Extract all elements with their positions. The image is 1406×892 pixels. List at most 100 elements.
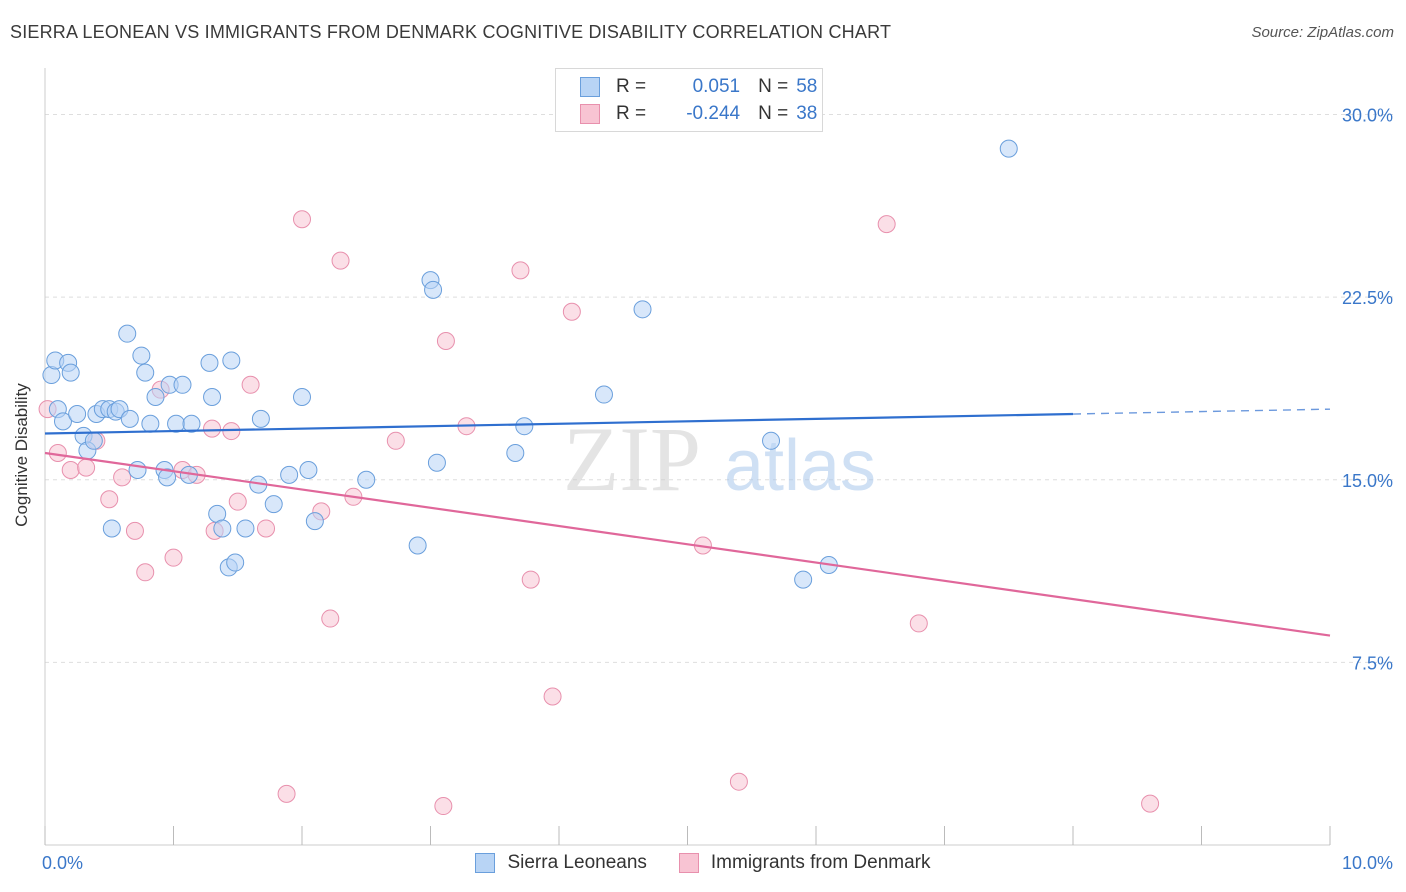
watermark-atlas: atlas [724, 426, 876, 506]
data-point-immigrants-from-denmark [386, 431, 405, 450]
data-point-sierra-leoneans [128, 461, 147, 480]
watermark-zip: ZIP [563, 408, 701, 510]
data-point-sierra-leoneans [173, 375, 192, 394]
data-point-immigrants-from-denmark [729, 772, 748, 791]
y-tick-label: 7.5% [1352, 653, 1393, 673]
legend-n-label: N = [758, 76, 789, 97]
y-axis-label: Cognitive Disability [12, 383, 31, 527]
legend-r-label: R = [616, 76, 647, 97]
data-point-immigrants-from-denmark [293, 210, 311, 229]
data-point-immigrants-from-denmark [277, 784, 296, 803]
series-immigrants-from-denmark [38, 210, 1160, 816]
data-point-sierra-leoneans [236, 519, 255, 538]
data-point-sierra-leoneans [222, 351, 241, 370]
data-point-sierra-leoneans [68, 405, 87, 424]
data-point-immigrants-from-denmark [434, 797, 453, 816]
legend-r-label: R = [616, 103, 647, 124]
data-point-sierra-leoneans [167, 414, 186, 433]
data-point-immigrants-from-denmark [1141, 794, 1160, 813]
data-point-sierra-leoneans [141, 414, 160, 433]
data-point-sierra-leoneans [506, 443, 525, 462]
trend-line-sierra-leoneans [44, 412, 1074, 435]
legend-swatch-blue [580, 77, 600, 97]
data-point-sierra-leoneans [762, 431, 781, 450]
trend-line-immigrants-from-denmark [44, 451, 1331, 637]
data-point-immigrants-from-denmark [321, 609, 340, 628]
data-point-sierra-leoneans [999, 139, 1018, 158]
tick-labels: 7.5% 15.0% 22.5% 30.0% 0.0% 10.0% [42, 106, 1393, 873]
data-point-immigrants-from-denmark [331, 251, 350, 270]
trend-extension-sierra-leoneans [1072, 408, 1331, 415]
data-point-sierra-leoneans [264, 495, 283, 514]
data-point-sierra-leoneans [408, 536, 427, 555]
data-point-sierra-leoneans [293, 387, 311, 406]
y-tick-label: 15.0% [1342, 471, 1393, 491]
legend-n-label: N = [758, 103, 789, 124]
data-point-immigrants-from-denmark [100, 490, 119, 509]
legend-swatch-blue [475, 853, 496, 873]
legend-label: Immigrants from Denmark [710, 852, 931, 873]
correlation-legend: R = 0.051 N = 58 R = -0.244 N = 38 [555, 68, 823, 132]
legend-row-immigrants-from-denmark: R = -0.244 N = 38 [580, 101, 817, 127]
data-point-immigrants-from-denmark [877, 215, 896, 234]
data-point-immigrants-from-denmark [562, 302, 581, 321]
legend-item-sierra-leoneans: Sierra Leoneans [475, 852, 647, 874]
data-point-immigrants-from-denmark [136, 563, 155, 582]
data-point-sierra-leoneans [136, 363, 155, 382]
data-point-sierra-leoneans [633, 300, 652, 319]
chart-title: SIERRA LEONEAN VS IMMIGRANTS FROM DENMAR… [10, 22, 892, 42]
data-point-sierra-leoneans [357, 470, 376, 489]
trend-lines [44, 408, 1331, 637]
series-sierra-leoneans [42, 139, 1018, 589]
data-point-sierra-leoneans [182, 414, 201, 433]
data-point-sierra-leoneans [132, 346, 151, 365]
legend-n-value: 38 [796, 103, 818, 124]
data-point-immigrants-from-denmark [436, 331, 455, 350]
x-tick-label: 10.0% [1342, 853, 1393, 873]
data-point-sierra-leoneans [424, 280, 443, 299]
data-point-immigrants-from-denmark [241, 375, 260, 394]
data-point-sierra-leoneans [226, 553, 245, 572]
data-point-sierra-leoneans [213, 519, 232, 538]
data-point-sierra-leoneans [102, 519, 121, 538]
data-point-immigrants-from-denmark [77, 458, 96, 477]
source-label: Source: ZipAtlas.com [1251, 24, 1394, 41]
data-point-sierra-leoneans [120, 409, 139, 428]
data-point-immigrants-from-denmark [521, 570, 540, 589]
series-legend: Sierra Leoneans Immigrants from Denmark [0, 852, 1406, 874]
axes [44, 68, 1331, 846]
data-point-sierra-leoneans [84, 431, 103, 450]
data-point-sierra-leoneans [594, 385, 613, 404]
data-point-immigrants-from-denmark [909, 614, 928, 633]
data-point-sierra-leoneans [427, 453, 446, 472]
data-point-immigrants-from-denmark [543, 687, 562, 706]
data-point-sierra-leoneans [515, 417, 534, 436]
data-point-sierra-leoneans [61, 363, 80, 382]
data-point-immigrants-from-denmark [61, 461, 80, 480]
data-point-sierra-leoneans [280, 465, 299, 484]
data-point-sierra-leoneans [200, 353, 219, 372]
legend-label: Sierra Leoneans [507, 852, 647, 873]
data-point-sierra-leoneans [203, 387, 222, 406]
data-point-sierra-leoneans [299, 461, 318, 480]
data-point-immigrants-from-denmark [125, 521, 144, 540]
data-point-sierra-leoneans [53, 412, 72, 431]
legend-n-value: 58 [796, 76, 818, 97]
legend-row-sierra-leoneans: R = 0.051 N = 58 [580, 74, 817, 100]
data-point-immigrants-from-denmark [164, 548, 183, 567]
data-point-immigrants-from-denmark [203, 419, 222, 438]
data-point-sierra-leoneans [251, 409, 270, 428]
legend-r-value: -0.244 [686, 103, 741, 124]
data-point-immigrants-from-denmark [228, 492, 247, 511]
x-tick-label: 0.0% [42, 853, 83, 873]
data-point-immigrants-from-denmark [511, 261, 530, 280]
legend-swatch-pink [580, 104, 600, 124]
data-point-sierra-leoneans [794, 570, 813, 589]
data-point-sierra-leoneans [305, 512, 324, 531]
data-point-immigrants-from-denmark [257, 519, 276, 538]
legend-swatch-pink [678, 853, 699, 873]
y-tick-label: 22.5% [1342, 288, 1393, 308]
data-point-immigrants-from-denmark [113, 468, 132, 487]
legend-item-immigrants-from-denmark: Immigrants from Denmark [678, 852, 931, 874]
